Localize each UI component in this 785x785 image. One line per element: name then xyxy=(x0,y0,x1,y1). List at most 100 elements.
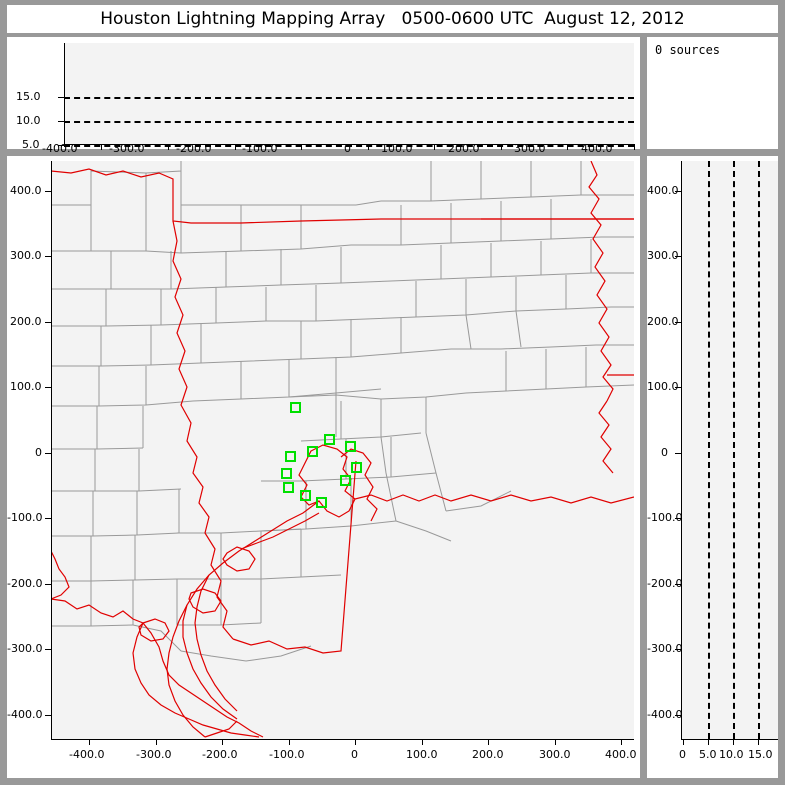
hist-x-label-15: 15.0 xyxy=(748,748,773,761)
hist-y-tick-100 xyxy=(675,387,682,388)
x-tick-0 xyxy=(368,144,369,150)
th-x-label-400: 400.0 xyxy=(581,142,613,155)
map-x-tick-m400 xyxy=(89,739,90,745)
hist-y-label-m100: -100.0 xyxy=(647,511,683,524)
y-tick-5 xyxy=(58,145,65,146)
map-plot-area[interactable] xyxy=(51,161,634,739)
hist-x-label-0: 0 xyxy=(679,748,686,761)
map-x-tick-300 xyxy=(555,739,556,745)
hist-y-label-100: 100.0 xyxy=(647,380,679,393)
hist-y-tick-m100 xyxy=(675,518,682,519)
map-x-tick-m200 xyxy=(222,739,223,745)
gridline-5 xyxy=(64,145,634,147)
map-geography xyxy=(51,161,634,738)
hist-y-tick-m400 xyxy=(675,715,682,716)
page-title: Houston Lightning Mapping Array 0500-060… xyxy=(100,9,685,29)
map-y-tick-m400 xyxy=(45,715,52,716)
x-tick-200 xyxy=(501,144,502,150)
map-x-label-m100: -100.0 xyxy=(269,748,305,761)
map-x-label-0: 0 xyxy=(351,748,358,761)
x-tick-m400 xyxy=(101,144,102,150)
map-y-tick-200 xyxy=(45,322,52,323)
map-y-tick-400 xyxy=(45,191,52,192)
y-tick-label-15: 15.0 xyxy=(16,90,41,103)
map-y-tick-m200 xyxy=(45,584,52,585)
map-y-label-100: 100.0 xyxy=(10,380,42,393)
map-x-axis-line xyxy=(51,739,634,740)
map-x-label-m200: -200.0 xyxy=(202,748,238,761)
hist-y-tick-0 xyxy=(675,453,682,454)
hist-x-tick-0 xyxy=(683,739,684,745)
hist-y-tick-m300 xyxy=(675,649,682,650)
gridline-10 xyxy=(64,121,634,123)
x-tick-100 xyxy=(434,144,435,150)
map-y-label-0: 0 xyxy=(35,446,42,459)
x-tick-300 xyxy=(567,144,568,150)
plan-view-map-panel: 400.0 300.0 200.0 100.0 0 -100.0 -200.0 … xyxy=(7,156,640,778)
gridline-15 xyxy=(64,97,634,99)
hist-x-tick-10 xyxy=(733,739,734,745)
map-x-tick-100 xyxy=(422,739,423,745)
y-tick-label-10: 10.0 xyxy=(16,114,41,127)
map-x-label-m300: -300.0 xyxy=(136,748,172,761)
time-height-plot-area[interactable] xyxy=(64,43,634,144)
hist-x-tick-5 xyxy=(708,739,709,745)
hist-y-label-300: 300.0 xyxy=(647,249,679,262)
th-x-label-100: 100.0 xyxy=(381,142,413,155)
map-y-tick-100 xyxy=(45,387,52,388)
hist-y-label-m400: -400.0 xyxy=(647,708,683,721)
x-tick-400 xyxy=(634,144,635,150)
th-x-label-0: 0 xyxy=(344,142,351,155)
map-y-label-200: 200.0 xyxy=(10,315,42,328)
hist-y-tick-300 xyxy=(675,256,682,257)
histogram-gridline-10 xyxy=(733,161,735,739)
map-y-tick-0 xyxy=(45,453,52,454)
hist-x-label-10: 10.0 xyxy=(719,748,744,761)
map-x-tick-m300 xyxy=(156,739,157,745)
sources-count-label: 0 sources xyxy=(655,43,721,57)
map-y-label-m100: -100.0 xyxy=(7,511,43,524)
x-tick-m200 xyxy=(235,144,236,150)
x-axis-line xyxy=(64,144,634,145)
county-boundaries xyxy=(51,161,634,662)
histogram-gridline-15 xyxy=(758,161,760,739)
map-x-label-200: 200.0 xyxy=(472,748,504,761)
state-borders xyxy=(51,161,634,640)
th-x-label-m200: -200.0 xyxy=(176,142,212,155)
map-y-label-400: 400.0 xyxy=(10,184,42,197)
hist-x-tick-15 xyxy=(758,739,759,745)
y-axis-line xyxy=(64,43,65,144)
map-y-tick-300 xyxy=(45,256,52,257)
hist-y-label-200: 200.0 xyxy=(647,315,679,328)
histogram-y-axis-line xyxy=(681,161,682,739)
histogram-plot-area[interactable] xyxy=(681,161,778,739)
map-y-tick-m300 xyxy=(45,649,52,650)
th-x-label-300: 300.0 xyxy=(514,142,546,155)
map-y-label-m400: -400.0 xyxy=(7,708,43,721)
time-height-panel: 15.0 10.0 5.0 0 xyxy=(7,37,640,175)
y-tick-10 xyxy=(58,121,65,122)
x-tick-m300 xyxy=(168,144,169,150)
map-x-tick-200 xyxy=(488,739,489,745)
map-x-tick-m100 xyxy=(289,739,290,745)
th-x-label-200: 200.0 xyxy=(448,142,480,155)
map-y-tick-m100 xyxy=(45,518,52,519)
map-x-label-m400: -400.0 xyxy=(69,748,105,761)
histogram-x-axis-line xyxy=(681,739,778,740)
th-x-label-m300: -300.0 xyxy=(109,142,145,155)
hist-y-label-m300: -300.0 xyxy=(647,642,683,655)
east-west-histogram-panel: 400.0 300.0 200.0 100.0 0 -100.0 -200.0 … xyxy=(647,156,778,778)
lma-station-markers xyxy=(281,402,362,508)
hist-y-label-0: 0 xyxy=(661,446,668,459)
map-y-label-m300: -300.0 xyxy=(7,642,43,655)
map-y-label-300: 300.0 xyxy=(10,249,42,262)
hist-y-tick-400 xyxy=(675,191,682,192)
hist-y-label-400: 400.0 xyxy=(647,184,679,197)
gulf-coastline xyxy=(51,444,634,738)
title-bar: Houston Lightning Mapping Array 0500-060… xyxy=(7,5,778,33)
x-tick-m100 xyxy=(301,144,302,150)
map-x-label-300: 300.0 xyxy=(539,748,571,761)
map-y-label-m200: -200.0 xyxy=(7,577,43,590)
hist-x-label-5: 5.0 xyxy=(699,748,717,761)
